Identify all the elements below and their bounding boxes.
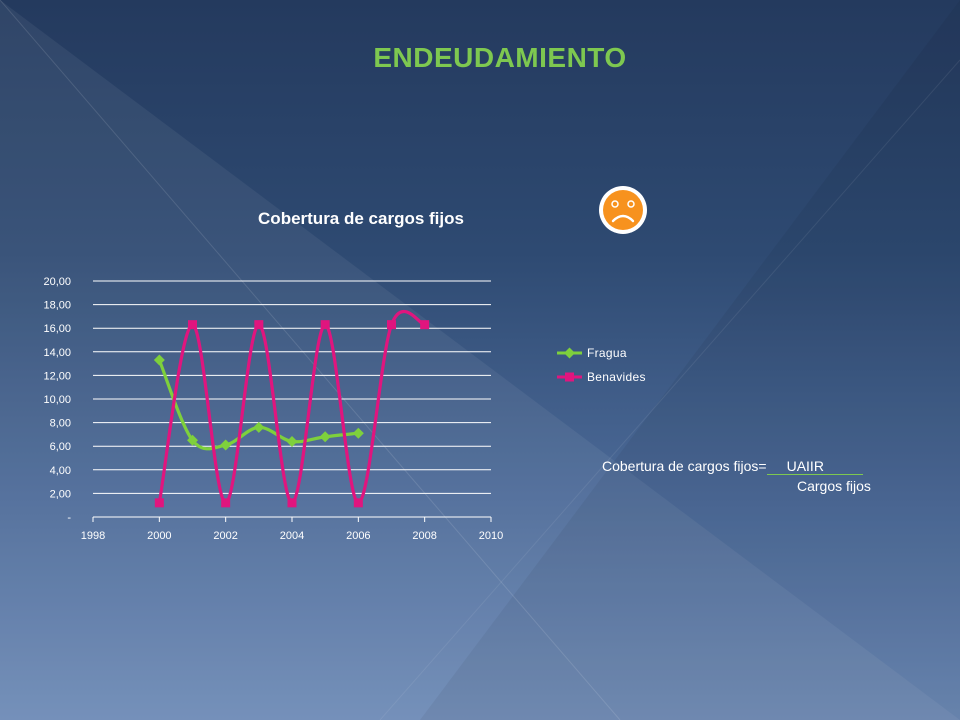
legend-entry: Fragua [557,346,627,360]
x-tick-label: 2004 [280,530,304,542]
series-line [157,309,426,505]
x-tick-label: 2008 [412,530,436,542]
data-point [387,320,396,330]
y-tick-label: 10,00 [43,394,71,406]
y-tick-label: 12,00 [43,370,71,382]
data-point [420,320,430,330]
x-tick-label: 1998 [81,530,105,542]
legend-entry: Benavides [557,370,646,384]
chart-series [153,309,430,508]
sad-face-icon [599,186,647,234]
data-point [254,320,264,330]
legend-marker [565,372,574,382]
data-point [320,320,330,330]
y-tick-label: - [67,512,71,524]
x-tick-label: 2010 [479,530,503,542]
legend-label: Fragua [587,346,627,360]
formula-denominator: Cargos fijos [797,478,871,494]
data-point [221,498,231,508]
formula: Cobertura de cargos fijos= UAIIR Cargos f… [602,458,871,494]
slide-title: ENDEUDAMIENTO [373,42,627,73]
data-point [253,421,265,433]
data-point [319,431,331,443]
x-tick-label: 2002 [213,530,237,542]
x-tick-label: 2006 [346,530,370,542]
data-point [154,498,164,508]
chart-title: Cobertura de cargos fijos [258,209,464,228]
formula-label: Cobertura de cargos fijos= [602,458,767,474]
data-point [220,439,232,451]
data-point [187,434,198,446]
series-benavides [154,309,430,508]
y-tick-label: 2,00 [50,488,71,500]
chart-legend: Fragua Benavides [557,346,646,384]
y-tick-label: 8,00 [50,418,71,430]
data-point [153,354,165,366]
data-point [188,320,197,330]
data-point [287,498,297,508]
chart-axes: - 2,00 4,00 6,00 8,00 10,00 12,00 14,00 16,00 18,… [43,276,503,542]
y-tick-label: 6,00 [50,441,71,453]
y-tick-label: 18,00 [43,300,71,312]
legend-label: Benavides [587,370,646,384]
x-tick-label: 2000 [147,530,171,542]
y-tick-label: 20,00 [43,276,71,288]
data-point [286,435,298,447]
chart-gridlines [93,280,491,518]
y-tick-label: 16,00 [43,323,71,335]
legend-marker [564,347,575,359]
series-fragua [153,354,364,451]
data-point [352,427,364,439]
data-point [353,498,363,508]
formula-numerator: UAIIR [766,458,863,475]
y-tick-label: 14,00 [43,347,71,359]
y-tick-label: 4,00 [50,465,71,477]
